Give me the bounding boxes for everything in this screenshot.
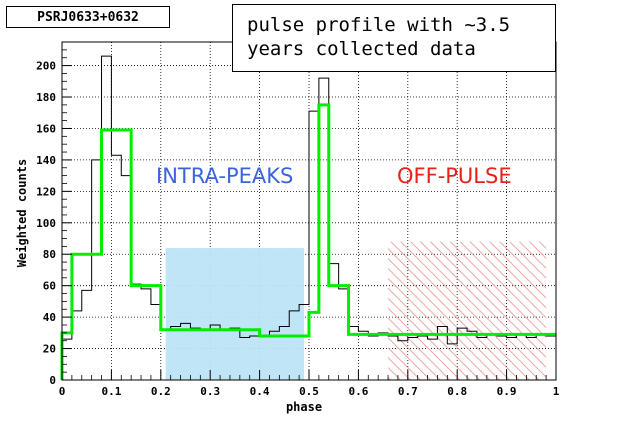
y-tick-label-5: 100 [36,217,56,230]
off-pulse-region [388,241,547,380]
y-tick-label-4: 80 [43,248,56,261]
annotation-line-2: years collected data [247,38,476,60]
x-tick-label-7: 0.7 [398,385,418,398]
x-tick-label-4: 0.4 [250,385,270,398]
x-tick-label-9: 0.9 [497,385,517,398]
x-tick-label-10: 1 [553,385,560,398]
x-tick-label-2: 0.2 [151,385,171,398]
y-tick-label-6: 120 [36,185,56,198]
x-tick-label-3: 0.3 [200,385,220,398]
x-tick-label-8: 0.8 [447,385,467,398]
axis-layer: 0 20 40 60 80 100 120 140 160 180 200 0 0.1 0.2 0.3 0.4… [36,41,560,398]
y-tick-label-0: 0 [49,374,56,387]
series-layer [60,55,556,380]
intra-peaks-label: INTRA-PEAKS [156,164,294,188]
y-tick-label-8: 160 [36,122,56,135]
y-tick-label-7: 140 [36,154,56,167]
y-tick-label-9: 180 [36,91,56,104]
y-tick-label-2: 40 [43,311,56,324]
x-tick-label-0: 0 [59,385,66,398]
series-thick-step [60,103,556,380]
y-tick-label-1: 20 [43,343,56,356]
x-tick-label-5: 0.5 [299,385,319,398]
y-tick-label-3: 60 [43,280,56,293]
intra-peaks-region [165,247,305,380]
y-axis-label: Weighted counts [15,159,29,267]
object-name-label: PSRJ0633+0632 [6,6,170,28]
x-tick-label-1: 0.1 [101,385,121,398]
off-pulse-label: OFF-PULSE [397,164,512,188]
annotation-line-1: pulse profile with ~3.5 [247,14,511,36]
y-tick-label-10: 200 [36,60,56,73]
annotation-box: pulse profile with ~3.5 years collected … [232,4,556,72]
region-layer [165,241,547,380]
x-axis-label: phase [286,400,322,414]
x-tick-label-6: 0.6 [348,385,368,398]
